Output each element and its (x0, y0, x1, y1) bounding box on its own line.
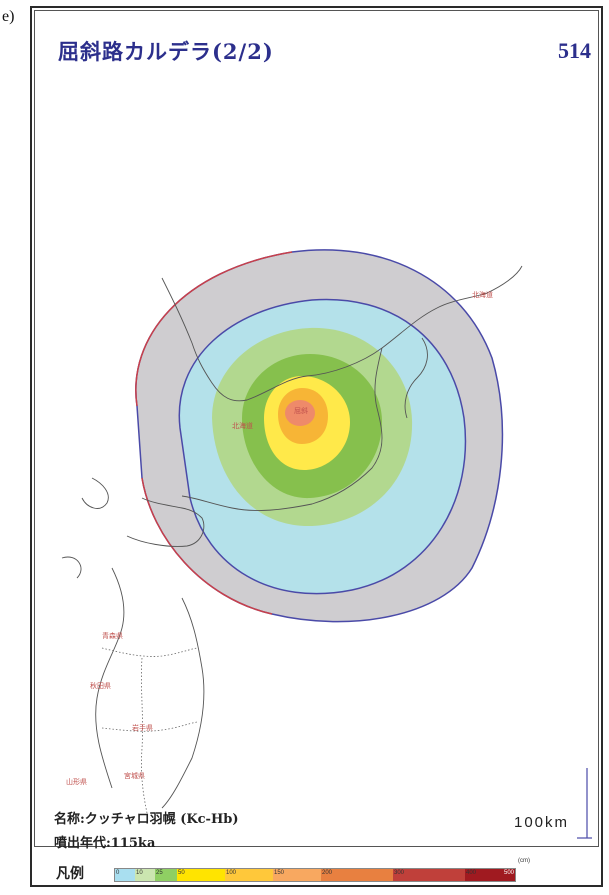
label-vent: 屈斜 (294, 406, 308, 415)
scale-bar (577, 768, 592, 839)
label-iwate: 岩手県 (132, 723, 153, 732)
legend-tick-label: 400 (466, 870, 477, 876)
legend-segment: 400 500 (465, 869, 515, 881)
coastline-west-islands (61, 477, 109, 579)
eruption-age: 噴出年代:115ka (54, 836, 156, 851)
isopach-outer-red-edge (135, 251, 293, 407)
legend-tick-label: 300 (394, 870, 405, 876)
legend-color-bar: 0 10 25 50 100 150 200 300 400 500 (114, 868, 516, 882)
coastline-tohoku (95, 567, 205, 809)
page-number: 514 (558, 38, 591, 63)
map-figure-frame: 屈斜路カルデラ(2/2) 514 (30, 6, 603, 887)
legend-tick-label: 200 (322, 870, 333, 876)
legend-tick-label: 150 (274, 870, 285, 876)
map-title: 屈斜路カルデラ(2/2) (58, 39, 274, 64)
legend-segment: 150 (273, 869, 321, 881)
label-yamagata: 山形県 (66, 777, 87, 786)
isopach-salmon-core (285, 400, 315, 426)
legend-segment: 0 (115, 869, 135, 881)
legend-segment: 10 (135, 869, 155, 881)
coastline-tsugaru (126, 497, 205, 547)
isopach-map: 北海道 北海道 屈斜 青森県 秋田県 岩手県 山形県 宮城県 (61, 249, 592, 839)
legend-segment: 50 (177, 869, 225, 881)
panel-letter: e) (2, 8, 15, 25)
legend-tick-label: 0 (116, 870, 120, 876)
coastline-group (61, 265, 523, 809)
prefecture-boundaries (101, 647, 198, 814)
map-inner-border (34, 10, 599, 847)
label-miyagi: 宮城県 (124, 771, 145, 780)
legend-segment: 300 (393, 869, 465, 881)
legend-title: 凡例 (56, 866, 84, 882)
legend-tick-label: 500 (503, 870, 514, 876)
legend-tick-label: 25 (156, 870, 163, 876)
label-akita: 秋田県 (90, 681, 111, 690)
legend-tick-label: 100 (226, 870, 237, 876)
legend-segment: 200 (321, 869, 393, 881)
legend-unit: (cm) (518, 858, 530, 864)
legend-tick-label: 10 (136, 870, 143, 876)
label-hokkaido-left: 北海道 (232, 421, 253, 430)
legend-segment: 100 (225, 869, 273, 881)
deposit-name: 名称:クッチャロ羽幌 (Kc-Hb) (54, 812, 239, 827)
coastline-hokkaido (161, 265, 523, 511)
legend-segment: 25 (155, 869, 177, 881)
legend-tick-label: 50 (178, 870, 185, 876)
scale-bar-label: 100km (514, 814, 570, 831)
coastline-hokkaido-east (404, 337, 428, 419)
label-hokkaido: 北海道 (472, 290, 493, 299)
label-aomori: 青森県 (102, 631, 123, 640)
